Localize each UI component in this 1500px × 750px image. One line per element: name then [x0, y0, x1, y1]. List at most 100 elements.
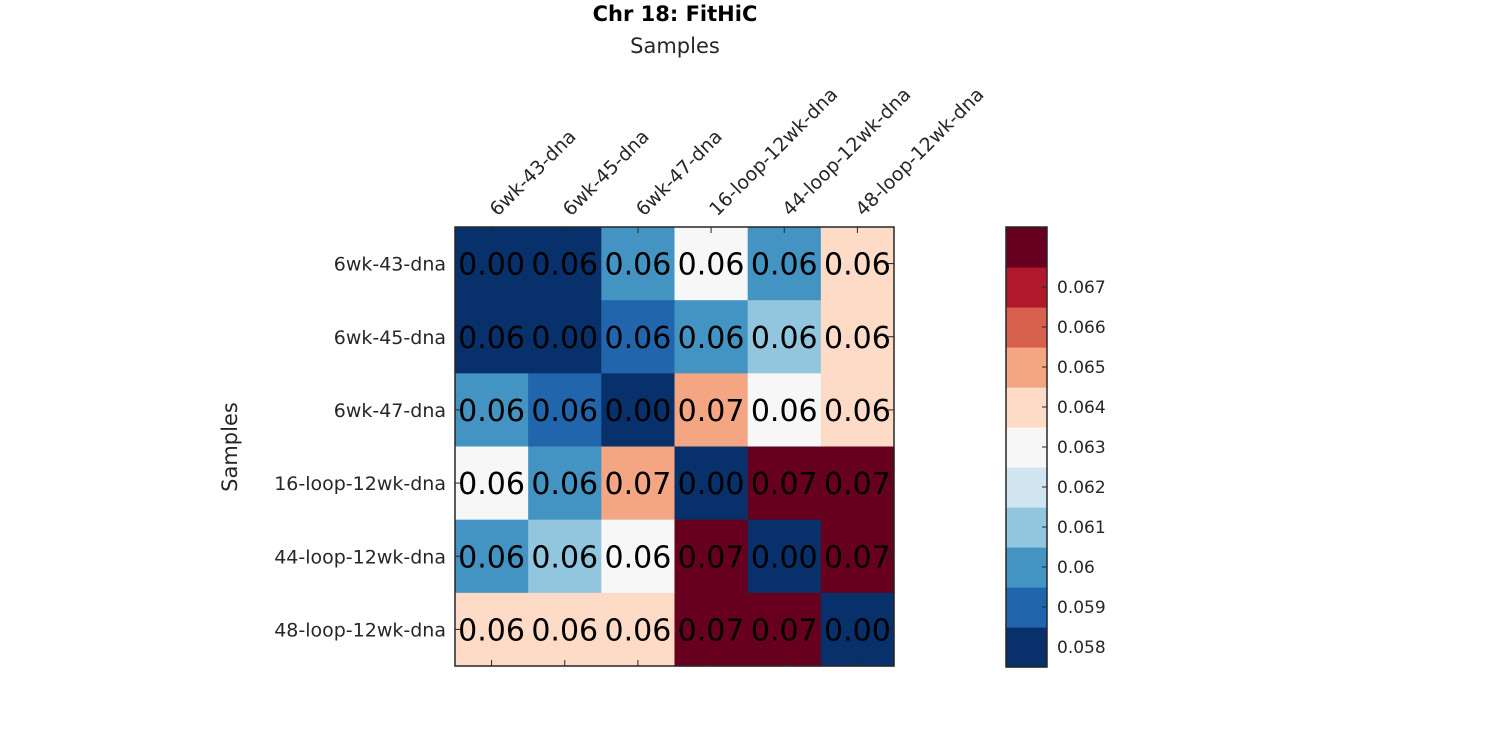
colorbar-tick-label: 0.058	[1057, 638, 1106, 658]
cell-value-label: 0.06	[678, 321, 745, 356]
heatmap-cell	[674, 300, 749, 374]
heatmap-cell	[528, 519, 602, 594]
colorbar-tick-label: 0.061	[1057, 518, 1106, 538]
heatmap-cell	[528, 373, 602, 448]
colorbar-tick-label: 0.067	[1057, 278, 1106, 298]
colorbar-segment	[1006, 267, 1047, 308]
y-tick-labels: 6wk-43-dna 6wk-45-dna 6wk-47-dna 16-loop-12…	[274, 254, 446, 642]
cell-value-label: 0.06	[458, 540, 525, 575]
heatmap-cell	[601, 446, 676, 521]
heatmap-cell	[747, 519, 822, 594]
colorbar-tick-label: 0.06	[1057, 558, 1095, 578]
y-tick-label: 16-loop-12wk-dna	[274, 473, 446, 495]
heatmap-cell	[601, 592, 676, 667]
heatmap-cell	[528, 592, 602, 667]
x-axis-label: Samples	[630, 34, 720, 58]
heatmap-cell	[820, 227, 895, 301]
heatmap-cell	[674, 519, 749, 594]
colorbar-tick-label: 0.064	[1057, 398, 1106, 418]
cell-value-label: 0.06	[605, 613, 672, 648]
cell-value-label: 0.00	[458, 248, 525, 283]
cell-value-label: 0.07	[751, 467, 818, 502]
cell-value-label: 0.00	[605, 394, 672, 429]
colorbar-segment	[1006, 347, 1047, 388]
heatmap-cell	[455, 373, 529, 448]
colorbar-segment	[1006, 387, 1047, 428]
cell-value-label: 0.06	[824, 394, 891, 429]
heatmap-cell	[528, 300, 602, 374]
cell-value-label: 0.06	[458, 394, 525, 429]
heatmap-cell	[820, 519, 895, 594]
cell-value-label: 0.07	[678, 540, 745, 575]
heatmap-cells	[455, 227, 895, 667]
y-tick-label: 48-loop-12wk-dna	[274, 619, 446, 641]
x-tick-labels: 6wk-43-dna6wk-45-dna6wk-47-dna16-loop-12…	[486, 83, 989, 220]
heatmap-cell	[747, 227, 822, 301]
cell-value-label: 0.06	[605, 321, 672, 356]
plot-frame	[454, 226, 895, 667]
cell-value-label: 0.06	[824, 248, 891, 283]
heatmap-cell	[528, 227, 602, 301]
cell-value-label: 0.06	[751, 321, 818, 356]
cell-value-label: 0.06	[458, 613, 525, 648]
heatmap-cell	[528, 446, 602, 521]
heatmap-cell	[820, 446, 895, 521]
cell-value-label: 0.07	[605, 467, 672, 502]
colorbar-segment	[1006, 467, 1047, 508]
heatmap-cell	[747, 592, 822, 667]
heatmap-cell	[820, 300, 895, 374]
colorbar-tick-label: 0.065	[1057, 358, 1106, 378]
x-tick-label: 44-loop-12wk-dna	[778, 83, 915, 220]
heatmap-cell	[674, 446, 749, 521]
cell-value-label: 0.07	[824, 540, 891, 575]
heatmap-cell	[455, 592, 529, 667]
colorbar-tick-label: 0.066	[1057, 318, 1106, 338]
y-tick-label: 44-loop-12wk-dna	[274, 546, 446, 568]
cell-value-label: 0.06	[531, 613, 598, 648]
heatmap-cell	[455, 227, 529, 301]
cell-value-label: 0.00	[751, 540, 818, 575]
heatmap-cell	[820, 373, 895, 448]
cell-value-label: 0.06	[458, 321, 525, 356]
heatmap-cell	[674, 373, 749, 448]
heatmap-cell	[601, 373, 676, 448]
cell-value-label: 0.07	[824, 467, 891, 502]
cell-value-label: 0.06	[531, 467, 598, 502]
heatmap-cell	[601, 227, 676, 301]
cell-value-label: 0.06	[605, 248, 672, 283]
colorbar-segment	[1006, 307, 1047, 348]
y-tick-label: 6wk-45-dna	[334, 327, 446, 349]
heatmap-cell	[455, 446, 529, 521]
cell-value-label: 0.07	[678, 394, 745, 429]
colorbar: 0.058 0.059 0.06 0.061 0.062 0.063 0.064 0.065 0…	[1005, 226, 1106, 668]
cell-value-label: 0.06	[531, 540, 598, 575]
cell-value-label: 0.06	[751, 248, 818, 283]
chart-title: Chr 18: FitHiC	[593, 2, 758, 26]
colorbar-tick-label: 0.063	[1057, 438, 1106, 458]
cell-value-label: 0.00	[824, 613, 891, 648]
heatmap-cell	[601, 519, 676, 594]
colorbar-segment	[1006, 547, 1047, 588]
cell-value-label: 0.06	[678, 248, 745, 283]
cell-value-label: 0.00	[531, 321, 598, 356]
cell-value-label: 0.07	[678, 613, 745, 648]
y-tick-label: 6wk-43-dna	[334, 254, 446, 276]
colorbar-segment	[1006, 627, 1047, 668]
y-axis-label: Samples	[218, 402, 242, 492]
x-tick-label: 16-loop-12wk-dna	[705, 83, 842, 220]
colorbar-segment	[1006, 227, 1047, 268]
heatmap-cell	[455, 519, 529, 594]
heatmap-cell-labels: 0.00 0.06 0.06 0.06 0.06 0.060.06 0.00 0.06 0.06…	[458, 248, 891, 649]
cell-value-label: 0.06	[605, 540, 672, 575]
heatmap-cell	[674, 227, 749, 301]
heatmap-cell	[820, 592, 895, 667]
heatmap-cell	[455, 300, 529, 374]
colorbar-tick-label: 0.059	[1057, 598, 1106, 618]
cell-value-label: 0.06	[751, 394, 818, 429]
colorbar-segment	[1006, 587, 1047, 628]
colorbar-tick-label: 0.062	[1057, 478, 1106, 498]
y-tick-label: 6wk-47-dna	[334, 400, 446, 422]
heatmap-cell	[747, 300, 822, 374]
heatmap-cell	[747, 446, 822, 521]
